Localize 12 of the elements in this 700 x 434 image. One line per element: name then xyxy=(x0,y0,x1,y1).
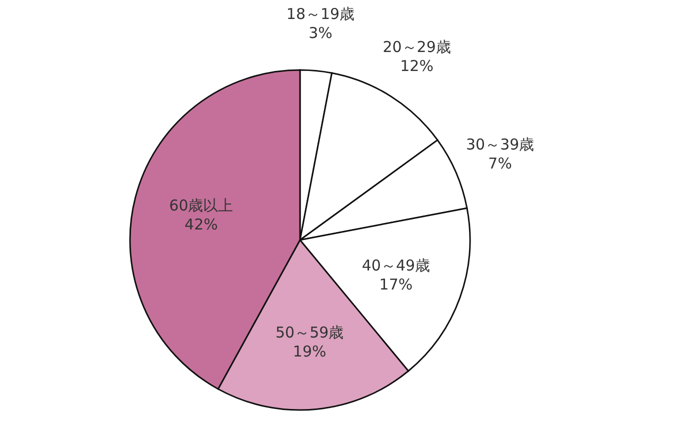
slice-label: 50～59歳 xyxy=(276,324,344,342)
data-label: 19% xyxy=(292,342,326,361)
slice-label: 60歳以上 xyxy=(169,196,234,215)
data-label: 12% xyxy=(400,56,434,75)
data-label: 42% xyxy=(184,216,218,234)
slice-label: 30～39歳 xyxy=(466,135,534,154)
data-label: 17% xyxy=(379,276,413,294)
slice-label: 40～49歳 xyxy=(362,256,430,275)
slice-label: 18～19歳 xyxy=(286,4,355,23)
data-label: 7% xyxy=(488,154,512,172)
data-label: 3% xyxy=(308,24,332,42)
slice-label: 20～29歳 xyxy=(382,38,451,56)
